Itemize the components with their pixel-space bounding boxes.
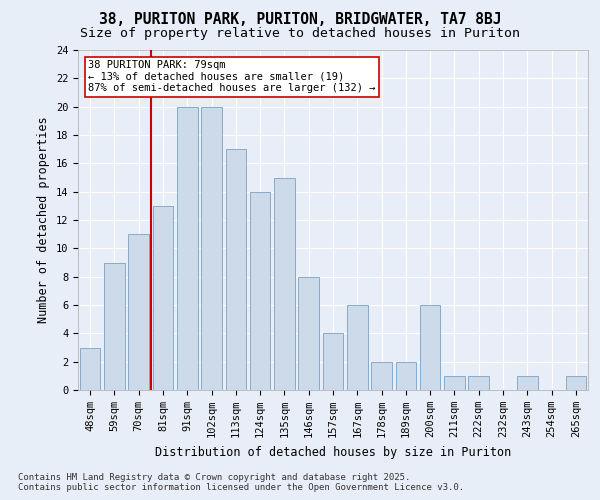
Text: 38 PURITON PARK: 79sqm
← 13% of detached houses are smaller (19)
87% of semi-det: 38 PURITON PARK: 79sqm ← 13% of detached… [88, 60, 376, 94]
Bar [201, 106, 222, 390]
Bar [347, 305, 368, 390]
Bar [226, 149, 246, 390]
Bar [395, 362, 416, 390]
X-axis label: Distribution of detached houses by size in Puriton: Distribution of detached houses by size … [155, 446, 511, 458]
Bar [323, 334, 343, 390]
Bar [128, 234, 149, 390]
Bar [177, 106, 197, 390]
Bar [469, 376, 489, 390]
Bar [104, 262, 125, 390]
Text: Contains HM Land Registry data © Crown copyright and database right 2025.
Contai: Contains HM Land Registry data © Crown c… [18, 473, 464, 492]
Bar [566, 376, 586, 390]
Bar [80, 348, 100, 390]
Bar [152, 206, 173, 390]
Bar [444, 376, 465, 390]
Bar [371, 362, 392, 390]
Text: Size of property relative to detached houses in Puriton: Size of property relative to detached ho… [80, 28, 520, 40]
Bar [250, 192, 271, 390]
Bar [517, 376, 538, 390]
Text: 38, PURITON PARK, PURITON, BRIDGWATER, TA7 8BJ: 38, PURITON PARK, PURITON, BRIDGWATER, T… [99, 12, 501, 28]
Bar [274, 178, 295, 390]
Y-axis label: Number of detached properties: Number of detached properties [37, 116, 50, 324]
Bar [420, 305, 440, 390]
Bar [298, 276, 319, 390]
